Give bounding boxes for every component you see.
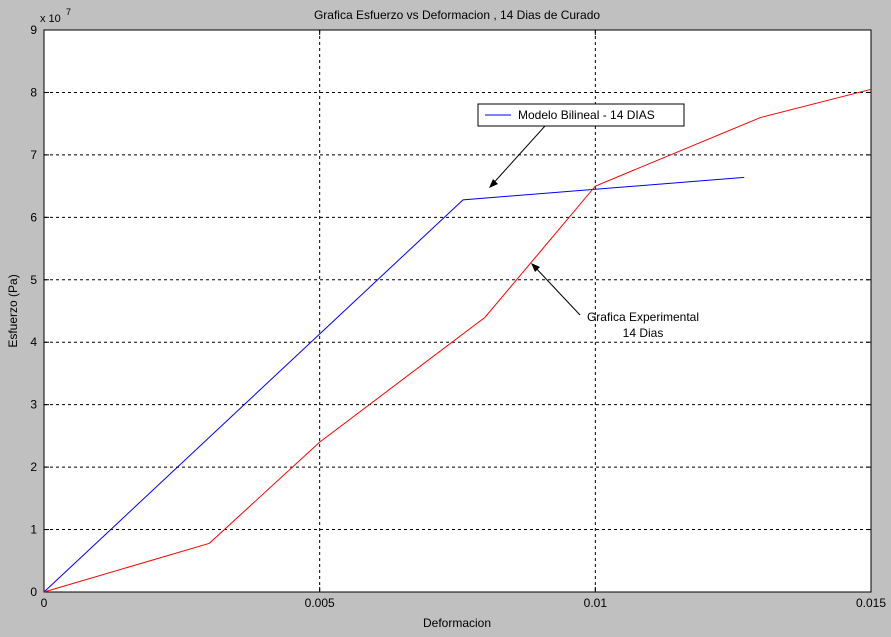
y-exponent-power: 7: [66, 7, 71, 17]
series-lines: [43, 88, 872, 593]
chart-title: Grafica Esfuerzo vs Deformacion , 14 Dia…: [314, 8, 600, 22]
y-tick-label: 2: [30, 460, 37, 474]
y-tick-label: 5: [30, 273, 37, 287]
series-line-1: [43, 88, 872, 593]
x-tick-label: 0.015: [856, 596, 886, 610]
x-tick-label: 0.005: [305, 596, 335, 610]
x-axis-label: Deformacion: [423, 616, 491, 630]
experimental-arrowhead: [531, 263, 540, 272]
annotation-experimental-line2: 14 Dias: [623, 326, 664, 340]
experimental-arrow: [532, 264, 581, 316]
y-tick-label: 7: [30, 148, 37, 162]
y-tick-label: 4: [30, 335, 37, 349]
legend: Modelo Bilineal - 14 DIAS: [477, 103, 685, 127]
y-tick-label: 3: [30, 398, 37, 412]
series-line-0: [43, 176, 745, 593]
legend-arrowhead: [489, 179, 498, 188]
plot-area: [43, 29, 872, 593]
annotation-experimental-line1: Grafica Experimental: [587, 310, 699, 324]
y-tick-label: 8: [30, 85, 37, 99]
y-axis-label: Esfuerzo (Pa): [6, 274, 20, 347]
y-tick-label: 6: [30, 210, 37, 224]
legend-label: Modelo Bilineal - 14 DIAS: [518, 108, 655, 122]
axis-ticks: 0 0.005 0.01 0.015 0 1 2 3 4 5 6 7 8 9: [30, 23, 886, 610]
x-tick-label: 0: [41, 596, 48, 610]
legend-arrow: [489, 125, 546, 188]
legend-box: [477, 103, 685, 127]
y-tick-label: 0: [30, 585, 37, 599]
annotation-arrows: [489, 125, 581, 316]
y-exponent-base: x 10: [40, 13, 61, 25]
y-tick-label: 1: [30, 523, 37, 537]
x-tick-label: 0.01: [584, 596, 608, 610]
y-tick-label: 9: [30, 23, 37, 37]
grid-lines: [44, 30, 871, 592]
